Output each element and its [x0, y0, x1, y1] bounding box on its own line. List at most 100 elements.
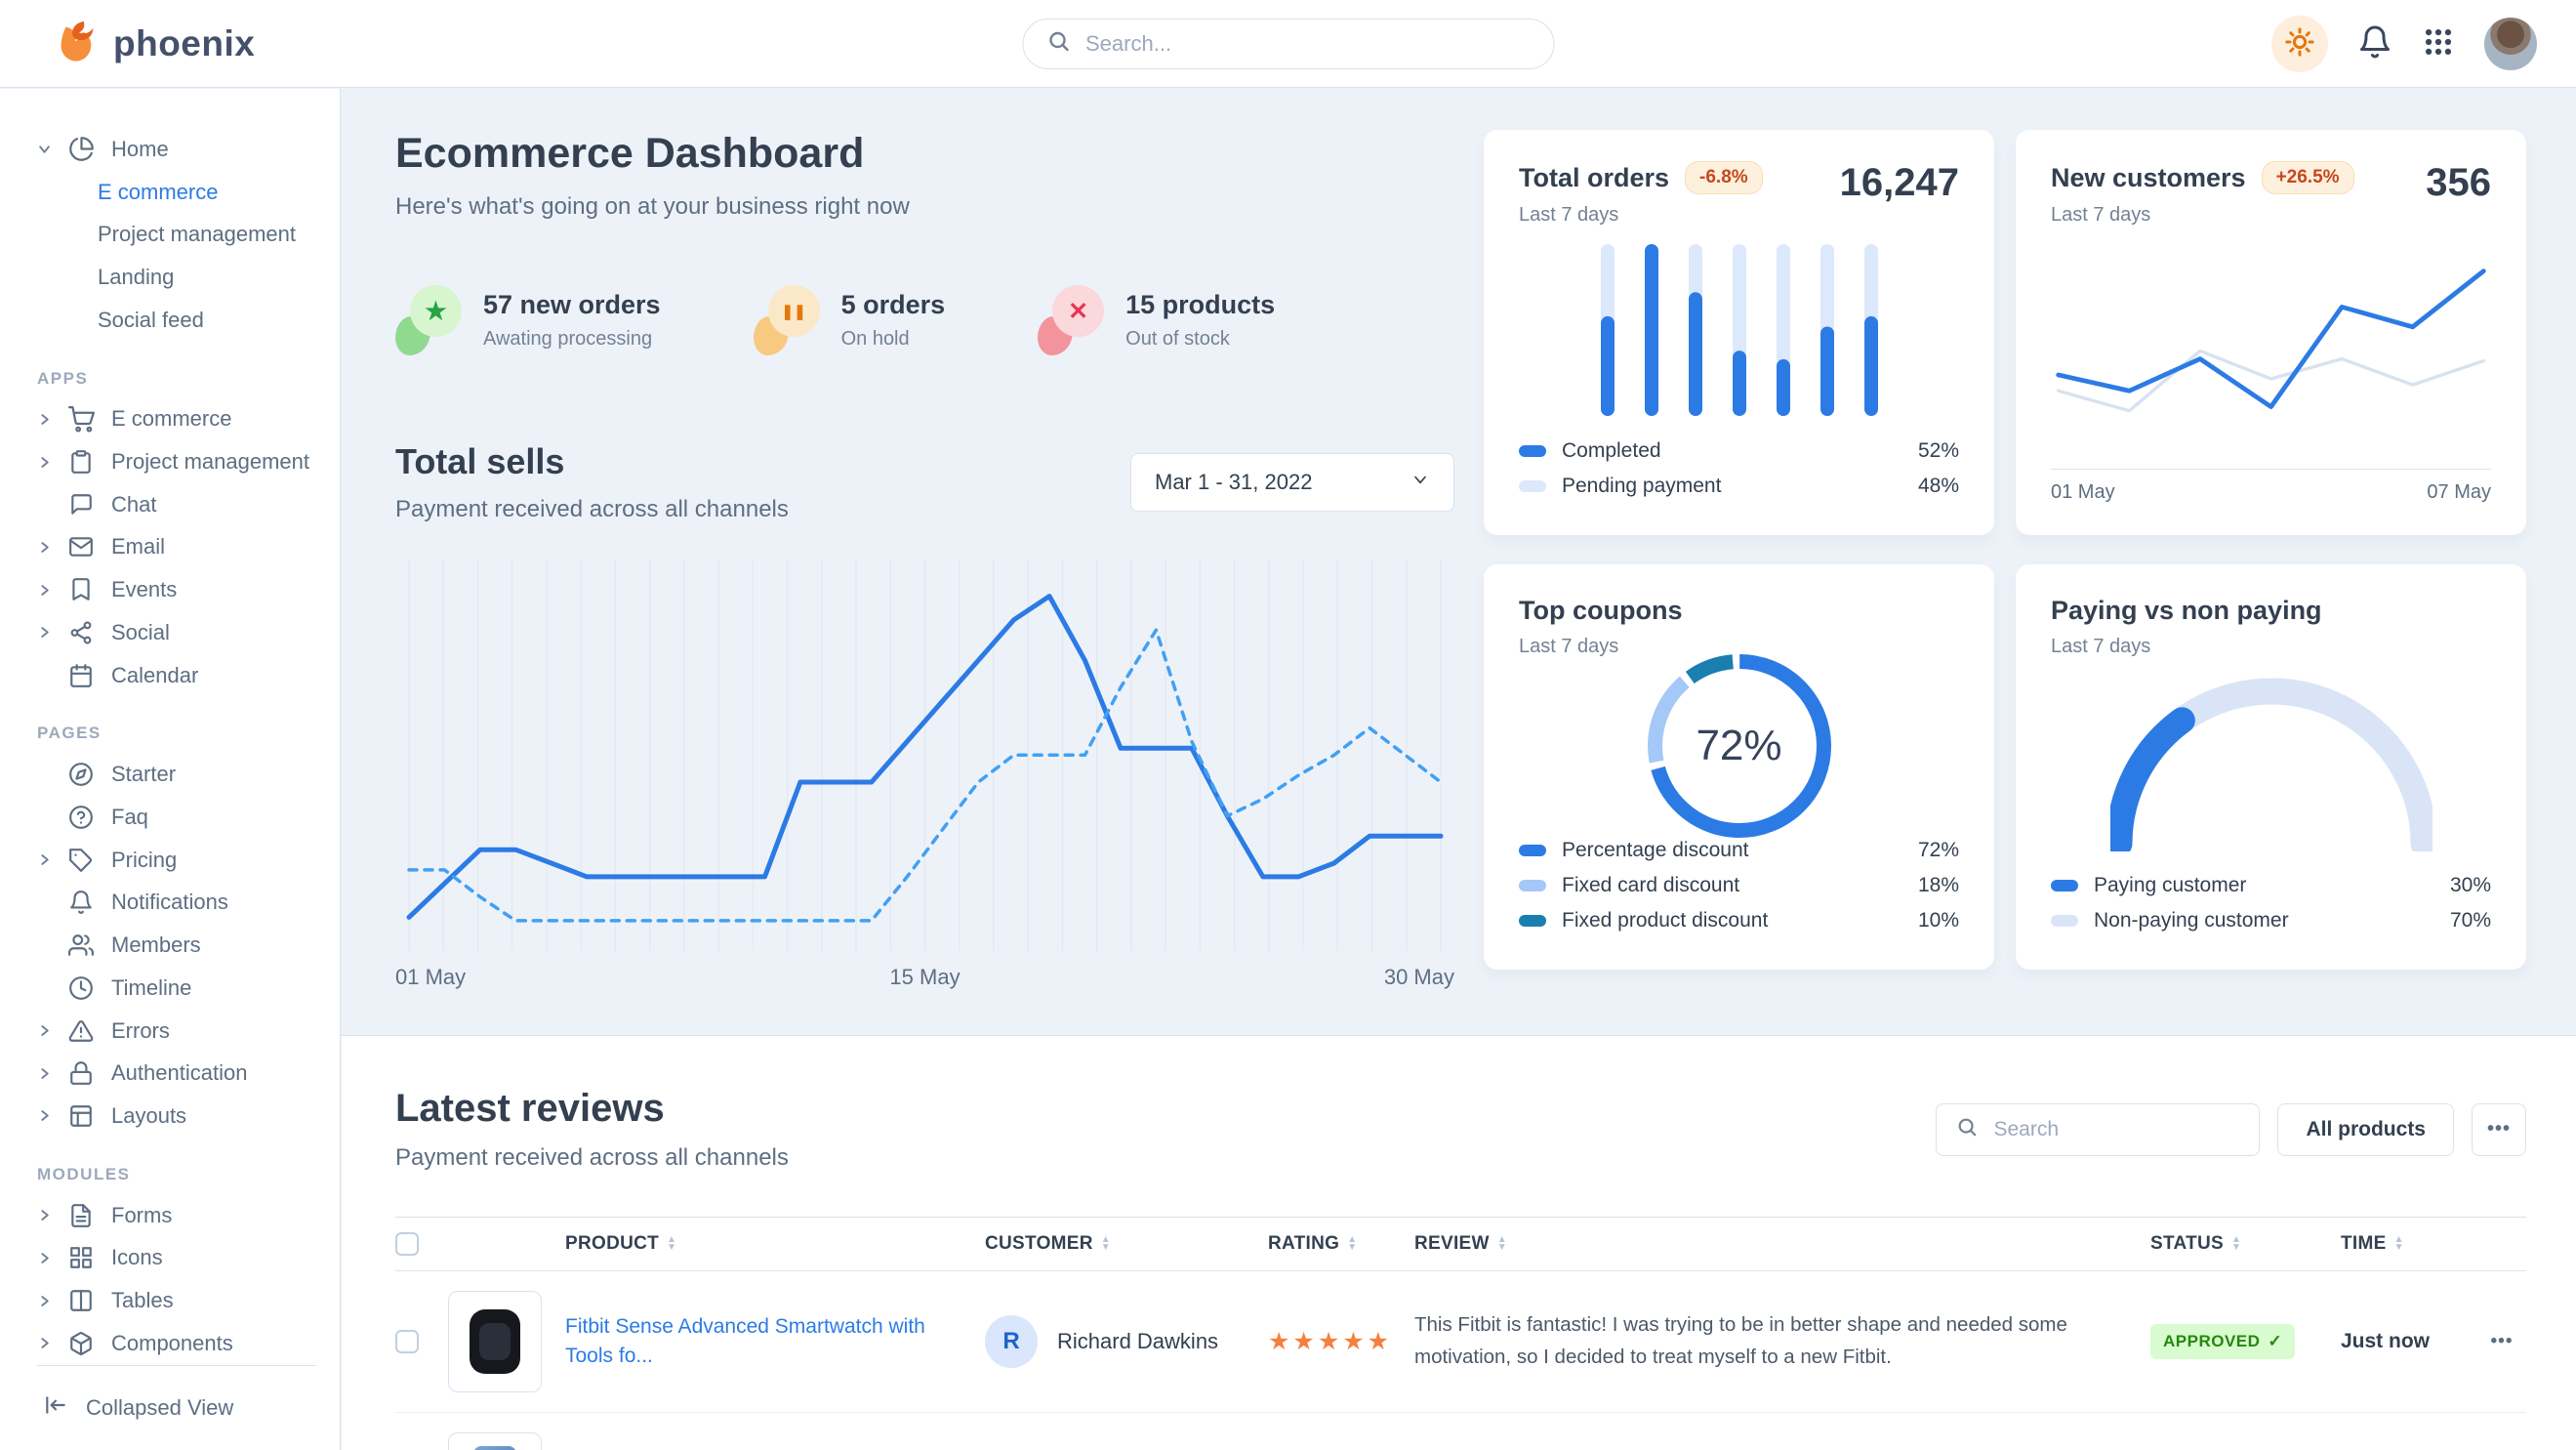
user-avatar[interactable]	[2484, 17, 2537, 70]
sidebar-item-icons[interactable]: Icons	[37, 1236, 316, 1279]
sidebar-item-pricing[interactable]: Pricing	[37, 839, 316, 882]
reviews-search[interactable]	[1936, 1102, 2261, 1156]
theme-toggle-button[interactable]	[2271, 15, 2328, 72]
main-content: Ecommerce Dashboard Here's what's going …	[342, 89, 2576, 1450]
out-of-stock-stat: ✕ 15 products Out of stock	[1038, 285, 1275, 355]
date-range-value: Mar 1 - 31, 2022	[1155, 470, 1313, 494]
card-title: Top coupons	[1519, 596, 1683, 625]
select-all-checkbox[interactable]	[395, 1232, 419, 1256]
more-options-button[interactable]: •••	[2472, 1102, 2526, 1156]
sort-icon: ▲ ▼	[2230, 1234, 2242, 1253]
coupons-legend: Percentage discount 72% Fixed card discou…	[1519, 833, 1959, 938]
sidebar-item-label: Project management	[111, 449, 309, 475]
chevron-right-icon	[37, 541, 51, 554]
sidebar-item-faq[interactable]: Faq	[37, 796, 316, 839]
new-customers-line-chart	[2051, 233, 2491, 463]
sidebar-section-modules: MODULES	[37, 1164, 131, 1183]
sidebar-item-label: Icons	[111, 1245, 163, 1270]
sidebar-item-apps-project-management[interactable]: Project management	[37, 440, 316, 483]
mail-icon	[66, 534, 96, 559]
sun-icon	[2285, 27, 2314, 60]
sidebar-item-apps-ecommerce[interactable]: E commerce	[37, 398, 316, 441]
stat-caption: Out of stock	[1125, 328, 1230, 350]
chevron-right-icon	[37, 1067, 51, 1080]
notifications-button[interactable]	[2357, 24, 2392, 62]
bell-icon	[2357, 24, 2392, 62]
sidebar-item-layouts[interactable]: Layouts	[37, 1095, 316, 1138]
sidebar-item-errors[interactable]: Errors	[37, 1010, 316, 1053]
apps-grid-icon	[2422, 25, 2455, 62]
sidebar-item-timeline[interactable]: Timeline	[37, 967, 316, 1010]
logo-text: phoenix	[113, 22, 256, 63]
search-input[interactable]	[1084, 29, 1530, 58]
page-subtitle: Here's what's going on at your business …	[395, 193, 910, 220]
card-period: Last 7 days	[2051, 636, 2151, 657]
sidebar-item-notifications[interactable]: Notifications	[37, 882, 316, 925]
sidebar-item-social[interactable]: Social	[37, 611, 316, 654]
chevron-right-icon	[37, 853, 51, 866]
rating-stars: ★★★★★	[1268, 1328, 1393, 1355]
compass-icon	[66, 762, 96, 787]
column-header-status[interactable]: STATUS ▲ ▼	[2150, 1233, 2242, 1254]
page-title: Ecommerce Dashboard	[395, 130, 865, 177]
new-customers-x-axis: 01 May 07 May	[2051, 469, 2491, 504]
layout-icon	[66, 1103, 96, 1129]
row-menu-button[interactable]: •••	[2477, 1330, 2526, 1353]
card-title: New customers	[2051, 162, 2246, 192]
column-header-customer[interactable]: CUSTOMER ▲ ▼	[985, 1233, 1111, 1254]
stat-value: 57 new orders	[483, 290, 661, 319]
sidebar-item-label: Home	[111, 136, 169, 161]
sidebar-item-members[interactable]: Members	[37, 924, 316, 967]
latest-reviews-section: Latest reviews Payment received across a…	[342, 1035, 2576, 1450]
product-thumbnail-smartwatch[interactable]	[448, 1291, 542, 1392]
total-sells-chart	[395, 553, 1454, 957]
paying-gauge-chart	[2106, 676, 2436, 856]
sidebar-item-tables[interactable]: Tables	[37, 1279, 316, 1322]
column-header-time[interactable]: TIME ▲ ▼	[2341, 1233, 2404, 1254]
phoenix-logo[interactable]: phoenix	[55, 19, 255, 68]
column-header-rating[interactable]: RATING ▲ ▼	[1268, 1233, 1358, 1254]
sidebar-item-components[interactable]: Components	[37, 1322, 316, 1365]
reviews-search-input[interactable]	[1991, 1116, 2261, 1142]
sidebar-item-project-management[interactable]: Project management	[98, 222, 296, 247]
all-products-button[interactable]: All products	[2277, 1102, 2454, 1156]
orders-on-hold-stat: ❚❚ 5 orders On hold	[753, 285, 945, 355]
sidebar-item-chat[interactable]: Chat	[37, 483, 316, 526]
sidebar-item-email[interactable]: Email	[37, 526, 316, 569]
sidebar-item-landing[interactable]: Landing	[98, 264, 175, 289]
tag-icon	[66, 848, 96, 873]
product-link[interactable]: Fitbit Sense Advanced Smartwatch with To…	[565, 1314, 925, 1367]
new-customers-card: New customers +26.5% Last 7 days 356 01 …	[2016, 130, 2526, 535]
share-icon	[66, 620, 96, 645]
sidebar-item-ecommerce[interactable]: E commerce	[98, 179, 219, 204]
card-period: Last 7 days	[2051, 204, 2151, 226]
lock-icon	[66, 1060, 96, 1086]
sidebar-item-social-feed[interactable]: Social feed	[98, 307, 204, 332]
date-range-select[interactable]: Mar 1 - 31, 2022	[1130, 453, 1454, 512]
column-header-product[interactable]: PRODUCT ▲ ▼	[565, 1233, 677, 1254]
cart-icon	[66, 405, 96, 433]
sidebar-item-starter[interactable]: Starter	[37, 753, 316, 796]
star-icon: ★	[395, 285, 462, 355]
total-orders-card: Total orders -6.8% Last 7 days 16,247 Co…	[1484, 130, 1994, 535]
stat-caption: On hold	[840, 328, 910, 350]
top-navbar: phoenix	[0, 0, 2576, 88]
row-checkbox[interactable]	[395, 1330, 419, 1353]
collapse-sidebar-button[interactable]: Collapsed View	[37, 1364, 316, 1450]
global-search[interactable]	[1022, 18, 1554, 69]
orders-bar-chart	[1593, 242, 1886, 418]
paying-vs-nonpaying-card: Paying vs non paying Last 7 days Paying …	[2016, 564, 2526, 970]
sidebar-item-events[interactable]: Events	[37, 568, 316, 611]
sidebar-item-authentication[interactable]: Authentication	[37, 1052, 316, 1095]
sidebar-item-calendar[interactable]: Calendar	[37, 654, 316, 697]
apps-menu-button[interactable]	[2422, 25, 2455, 62]
product-thumbnail-iphone[interactable]	[448, 1432, 542, 1450]
column-header-review[interactable]: REVIEW ▲ ▼	[1414, 1233, 1507, 1254]
clipboard-icon	[66, 449, 96, 475]
sidebar-item-forms[interactable]: Forms	[37, 1194, 316, 1237]
sidebar-item-home[interactable]: Home	[37, 128, 316, 171]
change-badge: +26.5%	[2261, 161, 2354, 194]
sidebar-item-label: Events	[111, 577, 178, 602]
chevron-right-icon	[37, 1295, 51, 1307]
card-title: Paying vs non paying	[2051, 596, 2322, 625]
